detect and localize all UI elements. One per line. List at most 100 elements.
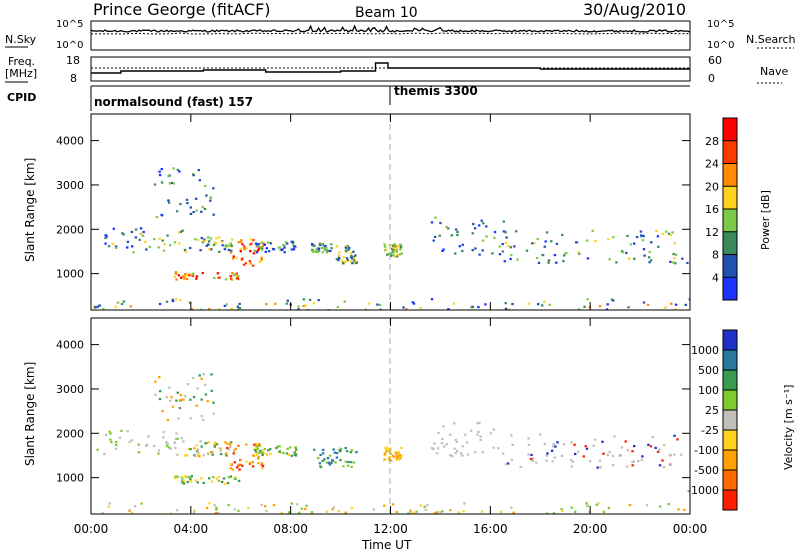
scatter-cell [450, 234, 453, 237]
freq-strip: Freq. [MHz] 18 8 60 0 Nave [5, 54, 788, 85]
scatter-cell [492, 428, 495, 431]
scatter-cell [479, 435, 482, 438]
scatter-cell [419, 504, 422, 507]
scatter-cell [313, 250, 316, 253]
scatter-cell [499, 510, 503, 513]
scatter-cell [235, 277, 239, 280]
scatter-cell [439, 511, 442, 514]
scatter-cell [631, 450, 634, 453]
scatter-cell [334, 461, 337, 464]
scatter-cell [229, 245, 232, 248]
scatter-cell [204, 239, 207, 242]
scatter-cell [166, 445, 169, 448]
scatter-cell [167, 199, 170, 202]
scatter-cell [190, 308, 194, 310]
scatter-cell [641, 455, 644, 458]
scatter-cell [173, 275, 176, 278]
scatter-cell [611, 464, 615, 467]
scatter-cell [642, 248, 646, 251]
scatter-cell [469, 429, 473, 432]
scatter-cell [267, 449, 270, 452]
scatter-cell [385, 448, 389, 451]
scatter-cell [531, 242, 534, 245]
scatter-cell [548, 303, 551, 306]
scatter-cell [318, 462, 322, 465]
scatter-cell [142, 230, 145, 234]
scatter-cell [258, 451, 261, 454]
scatter-cell [383, 454, 386, 457]
scatter-cell [110, 440, 113, 444]
scatter-cell [297, 308, 300, 310]
scatter-cell [210, 480, 214, 483]
scatter-cell [304, 507, 307, 511]
scatter-cell [184, 273, 187, 276]
scatter-cell [430, 298, 434, 301]
scatter-cell [228, 443, 232, 446]
scatter-cell [348, 247, 351, 250]
scatter-cell [562, 260, 565, 263]
scatter-cell [288, 446, 292, 449]
colorbar-swatch [723, 430, 737, 451]
scatter-cell [434, 216, 437, 219]
scatter-cell [352, 250, 355, 253]
scatter-cell [657, 245, 660, 248]
scatter-cell [175, 278, 178, 281]
scatter-cell [265, 303, 268, 306]
scatter-cell [206, 400, 209, 403]
scatter-cell [317, 457, 320, 460]
scatter-cell [240, 239, 243, 242]
scatter-cell [257, 249, 260, 252]
scatter-cell [507, 308, 511, 310]
scatter-cell [219, 449, 222, 452]
scatter-cell [504, 463, 508, 466]
scatter-cell [161, 410, 164, 413]
scatter-cell [280, 451, 283, 454]
y-tick-label: 4000 [56, 339, 84, 352]
scatter-cell [212, 401, 215, 404]
scatter-cell [461, 445, 464, 448]
scatter-cell [681, 257, 684, 260]
scatter-cell [478, 421, 481, 424]
scatter-cell [552, 442, 556, 446]
scatter-cell [162, 249, 166, 252]
scatter-cell [251, 461, 254, 464]
scatter-cell [672, 253, 675, 256]
scatter-cell [196, 239, 200, 242]
scatter-cell [261, 244, 265, 248]
velocity-y-axis: 1000 2000 3000 4000 [56, 339, 690, 485]
scatter-cell [489, 432, 492, 435]
scatter-cell [293, 245, 296, 248]
colorbar-swatch [723, 490, 737, 511]
scatter-cell [215, 237, 218, 240]
scatter-cell [213, 276, 216, 279]
scatter-cell [292, 248, 296, 251]
scatter-cell [531, 459, 534, 462]
scatter-cell [241, 243, 244, 246]
scatter-cell [193, 509, 196, 512]
scatter-cell [204, 383, 207, 386]
scatter-cell [244, 262, 247, 265]
scatter-cell [248, 243, 252, 246]
scatter-cell [285, 302, 288, 305]
scatter-cell [185, 454, 189, 457]
scatter-cell [114, 447, 118, 450]
scatter-cell [544, 240, 547, 243]
noise-sky-line [90, 24, 691, 33]
scatter-cell [280, 511, 283, 514]
scatter-cell [352, 256, 355, 259]
scatter-cell [267, 250, 271, 253]
scatter-cell [265, 247, 268, 250]
scatter-cell [153, 238, 156, 241]
scatter-cell [400, 454, 403, 457]
scatter-cell [157, 452, 160, 455]
scatter-cell [200, 414, 203, 418]
scatter-cell [181, 229, 184, 232]
scatter-cell [396, 255, 399, 258]
scatter-cell [208, 477, 211, 480]
scatter-cell [570, 441, 573, 444]
scatter-cell [353, 257, 356, 260]
scatter-cell [175, 476, 178, 479]
scatter-cell [350, 257, 354, 260]
scatter-cell [170, 181, 174, 185]
scatter-cell [162, 436, 165, 439]
